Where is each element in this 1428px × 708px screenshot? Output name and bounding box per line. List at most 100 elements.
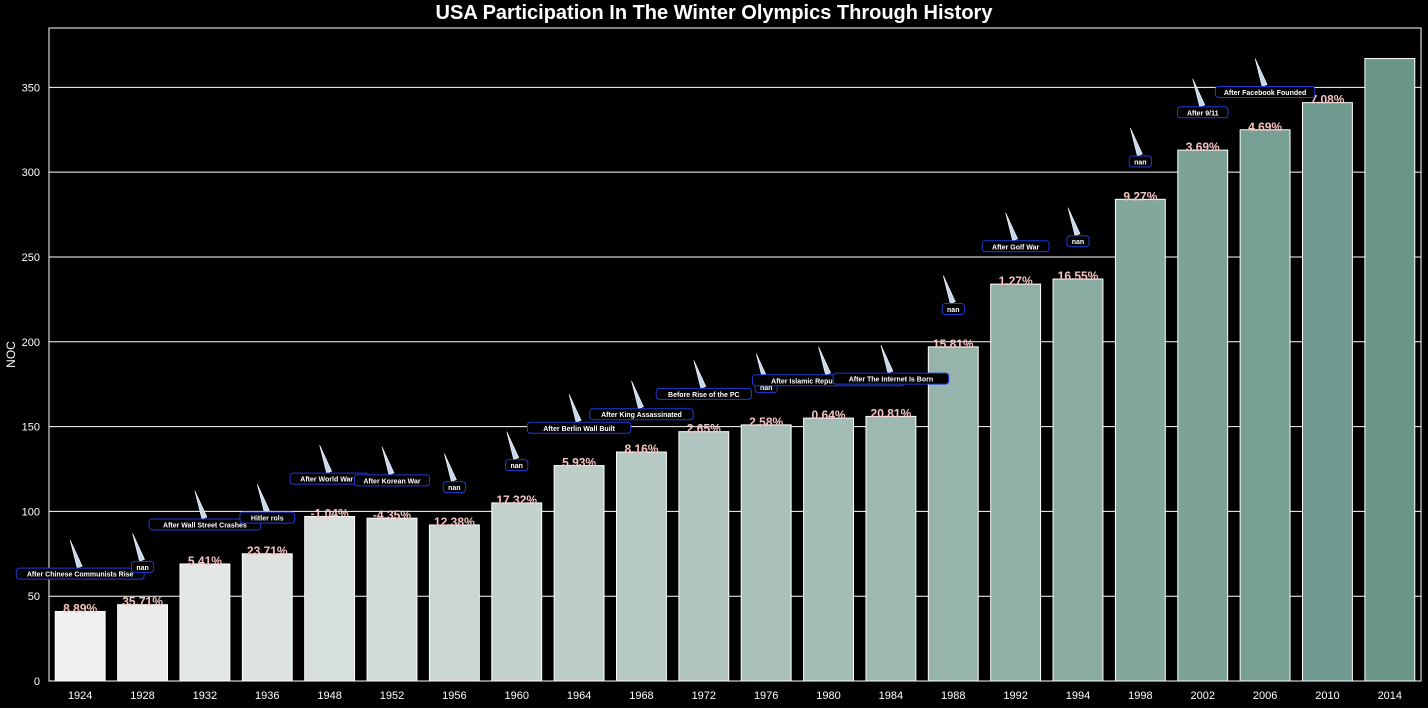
bar [117, 604, 168, 682]
x-tick-label: 1924 [68, 690, 92, 702]
x-tick-label: 2014 [1378, 690, 1402, 702]
percent-change-label: 5.41% [188, 554, 222, 568]
annotation-box [15, 567, 145, 580]
annotation-label: After 9/11 [1187, 110, 1219, 117]
annotation-arrow [1005, 212, 1019, 242]
annotation-label: After Berlin Wall Built [543, 426, 615, 433]
x-tick-label: 2002 [1190, 690, 1214, 702]
y-tick-label: 200 [22, 337, 40, 349]
annotation-box [526, 421, 632, 434]
x-tick-label: 1936 [255, 690, 279, 702]
bar [1114, 198, 1166, 682]
x-tick-label: 1932 [193, 690, 217, 702]
x-tick-label: 1968 [629, 690, 653, 702]
annotation-box [442, 481, 466, 494]
bar [366, 517, 418, 682]
bar [865, 415, 917, 682]
percent-change-label: 2.58% [749, 415, 783, 429]
annotation-arrow [1067, 207, 1081, 237]
annotation-arrow [942, 275, 956, 304]
percent-change-label: 16.55% [1058, 269, 1099, 283]
annotation-box [981, 240, 1050, 253]
y-tick-label: 250 [22, 252, 40, 264]
annotation-box [354, 474, 430, 487]
annotation-box [589, 408, 694, 421]
percent-change-label: 17.32% [496, 493, 537, 507]
annotation-label: Hitler rols [251, 516, 284, 523]
y-tick-label: 50 [28, 591, 40, 603]
x-tick-label: 1994 [1066, 690, 1090, 702]
x-tick-label: 1976 [754, 690, 778, 702]
annotation-arrow [1192, 78, 1206, 108]
annotation-box [655, 387, 752, 400]
percent-change-label: 20.81% [871, 406, 912, 420]
x-tick-label: 1960 [504, 690, 528, 702]
annotation-box [1214, 85, 1316, 98]
y-tick-label: 300 [22, 167, 40, 179]
percent-change-label: 5.93% [562, 456, 596, 470]
annotation-label: Before Rise of the PC [668, 392, 740, 399]
annotation-label: After Golf War [992, 244, 1039, 251]
percent-change-label: 2.65% [687, 422, 721, 436]
y-tick-label: 100 [22, 506, 40, 518]
annotation-arrow [132, 533, 145, 562]
x-tick-label: 2006 [1253, 690, 1277, 702]
x-tick-label: 1972 [692, 690, 716, 702]
annotation-arrow [880, 344, 894, 374]
bar [1302, 102, 1353, 682]
x-tick-label: 1948 [317, 690, 341, 702]
percent-change-label: 9.27% [1123, 189, 1157, 203]
annotation-label: After Chinese Communists Rise [27, 572, 134, 579]
bar [927, 346, 979, 682]
annotation-label: nan [760, 385, 772, 392]
bar [1177, 149, 1229, 682]
annotation-label: After Facebook Founded [1224, 90, 1306, 97]
annotation-box [239, 511, 296, 524]
bar [1239, 129, 1291, 682]
percent-change-label: 0.64% [812, 408, 846, 422]
annotation-label: After King Assassinated [601, 412, 682, 419]
annotation-box [148, 518, 262, 531]
annotation-label: nan [947, 307, 959, 314]
annotation-box [1176, 106, 1229, 119]
x-tick-label: 1928 [130, 690, 154, 702]
bar [304, 515, 356, 682]
annotation-arrow [256, 484, 270, 513]
bar [990, 283, 1042, 682]
annotation-arrow [381, 446, 395, 476]
x-tick-label: 1964 [567, 690, 591, 702]
annotation-label: After Wall Street Crashes [163, 522, 247, 529]
percent-change-label: 15.81% [933, 337, 974, 351]
annotation-box [832, 372, 950, 385]
percent-change-label: 7.08% [1310, 93, 1344, 107]
annotation-box [1066, 235, 1090, 248]
annotation-arrow [319, 445, 333, 474]
bar [740, 424, 792, 682]
bar [241, 553, 293, 682]
annotation-arrow [693, 360, 707, 389]
annotation-label: After Korean War [363, 478, 421, 485]
x-tick-label: 1984 [879, 690, 903, 702]
bar [1364, 58, 1416, 682]
percent-change-label: 8.89% [63, 601, 97, 615]
x-tick-label: 1992 [1003, 690, 1027, 702]
bar [803, 417, 854, 682]
annotation-arrow [194, 490, 208, 520]
percent-change-label: 4.69% [1248, 120, 1282, 134]
percent-change-label: -1.04% [311, 506, 349, 520]
percent-change-label: 35.71% [122, 595, 163, 609]
y-tick-label: 150 [22, 422, 40, 434]
x-tick-label: 1956 [442, 690, 466, 702]
annotation-arrow [444, 453, 457, 483]
x-tick-label: 2010 [1315, 690, 1339, 702]
bar [491, 502, 543, 682]
x-tick-label: 1988 [941, 690, 965, 702]
y-tick-label: 0 [34, 676, 40, 688]
annotation-label: After World War 2 [300, 477, 359, 484]
annotation-box [1128, 155, 1152, 168]
annotation-arrow [818, 346, 831, 376]
chart-title: USA Participation In The Winter Olympics… [435, 2, 993, 24]
annotation-box [505, 459, 529, 472]
percent-change-label: 3.69% [1186, 140, 1220, 154]
annotation-arrow [1254, 58, 1268, 87]
